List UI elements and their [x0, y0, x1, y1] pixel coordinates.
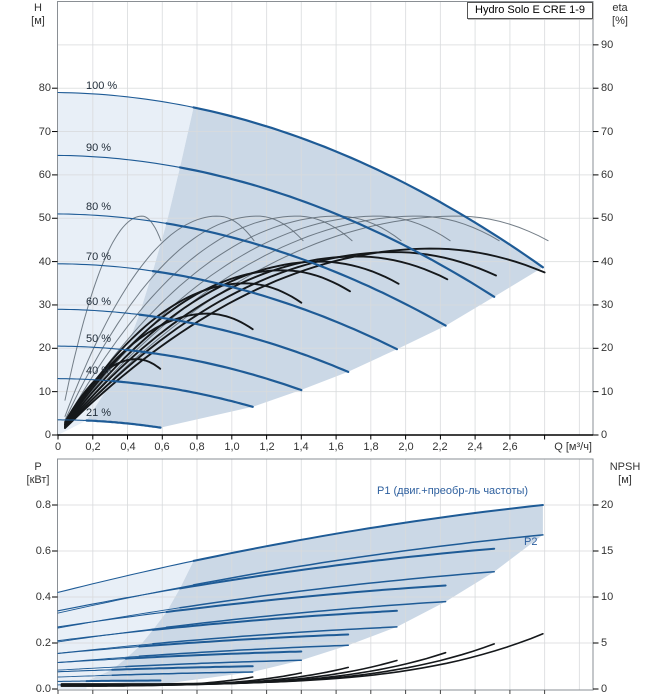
eta-axis-tick-label: 40	[601, 256, 614, 268]
p-axis-tick-label: 0.4	[35, 591, 51, 603]
p2-curve-label: P2	[524, 536, 538, 548]
h-axis-name: H	[34, 2, 42, 14]
q-axis-unit-label: Q [м³/ч]	[554, 441, 592, 453]
p-axis-name: P	[34, 461, 42, 473]
speed-percent-label: 60 %	[86, 296, 112, 308]
q-axis-tick-label: 2,0	[398, 441, 414, 453]
npsh-axis-tick-label: 0	[601, 683, 608, 695]
speed-percent-label: 100 %	[86, 80, 118, 92]
h-axis-tick-label: 40	[38, 256, 51, 268]
npsh-axis-tick-label: 10	[601, 591, 614, 603]
eta-axis-unit: [%]	[612, 15, 628, 27]
chart-title: Hydro Solo E CRE 1-9	[467, 2, 594, 19]
eta-axis-tick-label: 30	[601, 299, 614, 311]
p-axis-tick-label: 0.0	[35, 683, 51, 695]
q-axis-tick-label: 0,4	[120, 441, 136, 453]
eta-axis-tick-label: 0	[601, 429, 608, 441]
eta-axis-tick-label: 60	[601, 169, 614, 181]
speed-percent-label: 21 %	[86, 407, 112, 419]
h-axis-tick-label: 60	[38, 169, 51, 181]
q-axis-tick-label: 2,2	[432, 441, 448, 453]
p-axis-tick-label: 0.6	[35, 545, 51, 557]
p-axis-tick-label: 0.2	[35, 637, 51, 649]
p-axis-tick-label: 0.8	[35, 499, 51, 511]
speed-percent-label: 80 %	[86, 201, 112, 213]
q-axis-tick-label: 0,8	[189, 441, 205, 453]
eta-axis-tick-label: 10	[601, 386, 614, 398]
speed-percent-label: 50 %	[86, 333, 112, 345]
eta-axis-tick-label: 70	[601, 126, 614, 138]
eta-axis-tick-label: 50	[601, 212, 614, 224]
h-axis-tick-label: 0	[44, 429, 51, 441]
speed-percent-label: 70 %	[86, 251, 112, 263]
q-axis-tick-label: 0,2	[85, 441, 101, 453]
q-axis-tick-label: 1,6	[328, 441, 344, 453]
q-axis-tick-label: 2,4	[467, 441, 483, 453]
npsh-axis-tick-label: 5	[601, 637, 608, 649]
q-axis-tick-label: 1,0	[224, 441, 240, 453]
q-axis-tick-label: 1,8	[363, 441, 379, 453]
npsh-axis-tick-label: 15	[601, 545, 614, 557]
h-axis-tick-label: 20	[38, 342, 51, 354]
eta-axis-tick-label: 90	[601, 39, 614, 51]
npsh-axis-tick-label: 20	[601, 499, 614, 511]
h-axis-tick-label: 80	[38, 82, 51, 94]
speed-percent-label: 40 %	[86, 365, 112, 377]
p1-curve-label: P1 (двиг.+преобр-ль частоты)	[377, 485, 529, 497]
speed-percent-label: 90 %	[86, 142, 112, 154]
q-axis-tick-label: 1,4	[293, 441, 309, 453]
q-axis-tick-label: 0,6	[154, 441, 170, 453]
q-axis-tick-label: 0	[54, 441, 62, 453]
eta-axis-tick-label: 80	[601, 82, 614, 94]
q-axis-tick-label: 1,2	[259, 441, 275, 453]
q-axis-tick-label: 2,6	[502, 441, 518, 453]
npsh-axis-unit: [м]	[618, 474, 632, 486]
h-axis-tick-label: 50	[38, 212, 51, 224]
npsh-axis-name: NPSH	[609, 461, 641, 473]
eta-axis-name: eta	[612, 2, 628, 14]
p-axis-unit: [кВт]	[26, 474, 50, 486]
h-axis-tick-label: 10	[38, 386, 51, 398]
h-axis-tick-label: 30	[38, 299, 51, 311]
h-axis-unit: [м]	[31, 15, 45, 27]
h-axis-tick-label: 70	[38, 126, 51, 138]
eta-axis-tick-label: 20	[601, 342, 614, 354]
